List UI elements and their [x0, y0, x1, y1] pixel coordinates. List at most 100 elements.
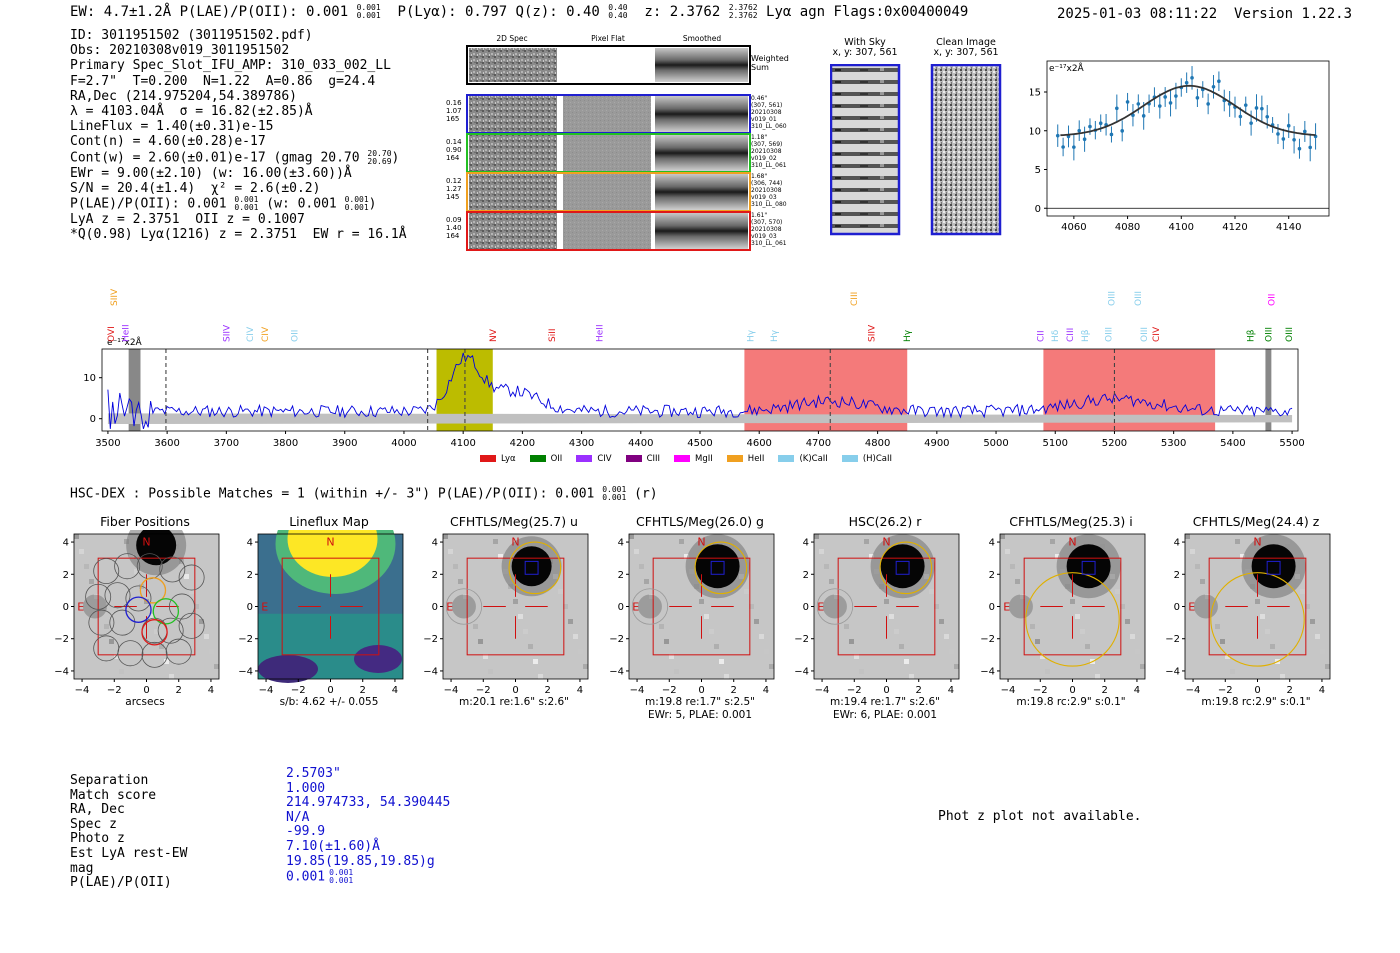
- image-title: HSC(26.2) r: [848, 514, 922, 529]
- legend-swatch: [778, 455, 795, 462]
- aperture-box: [1023, 557, 1122, 656]
- noise-pixel: [1260, 614, 1265, 619]
- match-box: [524, 560, 539, 575]
- legend-item: CIII: [625, 454, 660, 464]
- zoom-data-point: [1254, 106, 1259, 110]
- noise-pixel: [1305, 604, 1310, 609]
- zoom-data-point: [1061, 145, 1065, 149]
- image-title: Fiber Positions: [100, 514, 190, 529]
- noise-pixel: [1195, 564, 1200, 569]
- image-y-tick-label: 4: [247, 538, 253, 549]
- image-x-tick-label: 4: [208, 685, 214, 696]
- image-x-tick-label: 0: [1254, 685, 1260, 696]
- star: [695, 544, 740, 589]
- image-xlabel: s/b: 4.62 +/- 0.055: [279, 696, 379, 708]
- info-obs: Obs: 20210308v019_3011951502: [70, 43, 290, 59]
- galaxy: [451, 594, 476, 619]
- noise-pixel: [1115, 589, 1120, 594]
- north-label: N: [142, 535, 150, 548]
- match-value: 0.001 0.001 0.001: [286, 868, 354, 886]
- zoom-data-point: [1238, 114, 1243, 119]
- ellipse-aperture: [1025, 572, 1120, 667]
- noise-pixel: [1325, 664, 1330, 669]
- noise-pixel: [704, 614, 709, 619]
- spectrum-x-tick-label: 4200: [510, 438, 535, 449]
- zoom-data-point: [1297, 146, 1302, 151]
- zoom-data-point: [1276, 132, 1280, 136]
- info-lineflux: LineFlux = 1.40(±0.31)e-15: [70, 119, 274, 135]
- image-title: CFHTLS/Meg(24.4) z: [1192, 514, 1320, 529]
- zoom-model-line: [1060, 84, 1316, 137]
- noise-pixel: [1135, 649, 1140, 654]
- fiber-red: [141, 619, 168, 646]
- noise-pixel: [1240, 554, 1245, 559]
- row-right-label: 1.61" (307, 570) 20210308 v019_03 310_LL…: [751, 212, 787, 247]
- sky-clean-svg: [830, 64, 1002, 236]
- noise-pixel: [533, 659, 538, 664]
- noise-pixel: [1230, 669, 1235, 674]
- noise-pixel: [1220, 639, 1225, 644]
- noise-pixel: [829, 579, 834, 584]
- image-x-tick-label: 0: [512, 685, 518, 696]
- image-x-tick-label: −2: [476, 685, 491, 696]
- noise-pixel: [639, 564, 644, 569]
- match-value: 7.10(±1.60)Å: [286, 838, 380, 854]
- zoom-data-point: [1308, 145, 1312, 150]
- spectrum-x-tick-label: 3500: [95, 438, 120, 449]
- image-title: CFHTLS/Meg(25.3) i: [1009, 514, 1133, 529]
- image-y-tick-label: −2: [794, 634, 809, 645]
- image-x-tick-label: 4: [1319, 685, 1325, 696]
- noise-pixel: [869, 554, 874, 559]
- noise-pixel: [864, 539, 869, 544]
- noise-pixel: [949, 649, 954, 654]
- image-xlabel: m:19.8 rc:2.9" s:0.1": [1016, 696, 1126, 708]
- row-smoothed: [655, 135, 748, 171]
- noise-pixel: [1050, 539, 1055, 544]
- image-x-tick-label: 2: [360, 685, 366, 696]
- match-value: N/A: [286, 809, 310, 825]
- row-2d-spec: [469, 135, 557, 171]
- galaxy: [822, 594, 847, 619]
- match-label: P(LAE)/P(OII): [70, 875, 172, 891]
- image-y-tick-label: 0: [989, 602, 995, 613]
- neighbor-circle: [816, 588, 854, 625]
- noise-pixel: [1030, 624, 1035, 629]
- emission-line-label: CII: [1036, 330, 1046, 342]
- zoom-data-point: [1303, 129, 1307, 134]
- noise-pixel: [1200, 579, 1205, 584]
- noise-pixel: [859, 669, 864, 674]
- match-label: RA, Dec: [70, 802, 125, 818]
- noise-pixel: [483, 654, 488, 659]
- fiber-circle: [168, 593, 195, 620]
- zoom-data-point: [1206, 102, 1210, 106]
- match-label: Photo z: [70, 831, 125, 847]
- north-label: N: [882, 535, 890, 548]
- noise-pixel: [1235, 539, 1240, 544]
- ellipse-aperture: [879, 541, 933, 595]
- noise-pixel: [154, 629, 159, 634]
- emission-line-label: OIII: [1140, 327, 1150, 342]
- image-x-tick-label: 4: [763, 685, 769, 696]
- image-y-tick-label: −4: [423, 666, 438, 677]
- east-label: E: [1003, 601, 1010, 614]
- spectrum-x-tick-label: 5500: [1279, 438, 1304, 449]
- noise-pixel: [1055, 554, 1060, 559]
- fiber-circle: [104, 582, 131, 609]
- aperture-box: [652, 557, 751, 656]
- spectrum-x-tick-label: 5400: [1220, 438, 1245, 449]
- noise-pixel: [528, 644, 533, 649]
- image-x-tick-label: −2: [107, 685, 122, 696]
- spectrum-x-tick-label: 4400: [628, 438, 653, 449]
- noise-pixel: [488, 669, 493, 674]
- zoom-x-tick-label: 4120: [1222, 222, 1247, 233]
- clean-title: Clean Image: [936, 37, 996, 48]
- spectrum-x-tick-label: 4800: [865, 438, 890, 449]
- zoom-data-point: [1115, 106, 1119, 111]
- image-y-tick-label: 0: [618, 602, 624, 613]
- weighted-2d: [469, 48, 557, 82]
- zoom-y-tick-label: 5: [1035, 165, 1041, 176]
- noise-pixel: [929, 589, 934, 594]
- match-value: 2.5703": [286, 766, 341, 781]
- image-panel-fiber: N E −4 −4 −2 −2 0 0 2 2 4 4: [54, 530, 220, 696]
- zoom-x-tick-label: 4080: [1115, 222, 1140, 233]
